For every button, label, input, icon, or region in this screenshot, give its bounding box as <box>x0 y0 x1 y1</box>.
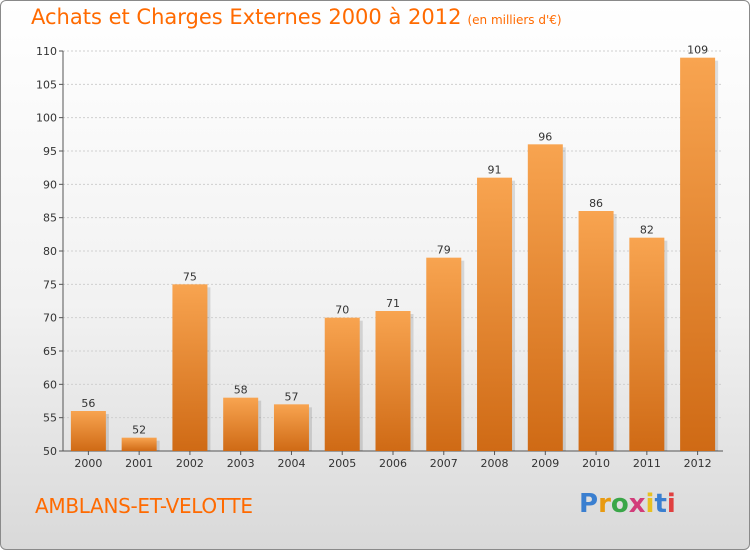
x-tick-label: 2005 <box>328 457 356 470</box>
y-tick-label: 50 <box>43 445 57 458</box>
bar <box>273 404 309 451</box>
bar-value-label: 96 <box>538 130 552 143</box>
bar-value-label: 56 <box>81 397 95 410</box>
bar <box>629 237 665 451</box>
bar-value-label: 71 <box>386 297 400 310</box>
x-tick-label: 2011 <box>633 457 661 470</box>
bar <box>477 177 513 451</box>
x-tick-label: 2004 <box>277 457 305 470</box>
bar-value-label: 57 <box>284 390 298 403</box>
bar-value-label: 58 <box>234 384 248 397</box>
x-tick-label: 2010 <box>582 457 610 470</box>
logo-letter: t <box>654 489 667 519</box>
y-tick-label: 105 <box>36 78 57 91</box>
bar <box>324 317 360 451</box>
y-tick-label: 80 <box>43 245 57 258</box>
bar <box>172 284 208 451</box>
y-tick-label: 100 <box>36 112 57 125</box>
logo-letter: i <box>645 489 655 519</box>
bar-value-label: 91 <box>488 164 502 177</box>
bar-value-label: 82 <box>640 224 654 237</box>
x-tick-label: 2009 <box>531 457 559 470</box>
y-tick-label: 110 <box>36 45 57 58</box>
bar <box>680 57 716 452</box>
y-tick-label: 60 <box>43 378 57 391</box>
logo-letter: x <box>628 489 646 519</box>
logo-letter: r <box>598 489 611 519</box>
bar <box>70 411 106 451</box>
logo-letter: o <box>610 489 629 519</box>
x-tick-label: 2008 <box>481 457 509 470</box>
bar <box>375 311 411 451</box>
y-tick-label: 70 <box>43 312 57 325</box>
bar <box>527 144 563 452</box>
bar <box>578 211 614 451</box>
bar-value-label: 70 <box>335 304 349 317</box>
bar <box>223 397 259 451</box>
x-tick-label: 2001 <box>125 457 153 470</box>
chart-unit: (en milliers d'€) <box>467 13 562 27</box>
x-tick-label: 2007 <box>430 457 458 470</box>
bar <box>426 257 462 451</box>
bar-value-label: 52 <box>132 424 146 437</box>
chart-title-text: Achats et Charges Externes 2000 à 2012 <box>31 5 462 29</box>
bar-value-label: 86 <box>589 197 603 210</box>
x-tick-label: 2002 <box>176 457 204 470</box>
logo-letter: P <box>579 489 599 519</box>
bar-value-label: 109 <box>687 44 708 57</box>
chart-title: Achats et Charges Externes 2000 à 2012 (e… <box>31 5 562 29</box>
proxiti-logo: Proxiti <box>579 489 676 519</box>
y-tick-label: 95 <box>43 145 57 158</box>
x-tick-label: 2000 <box>74 457 102 470</box>
y-tick-label: 85 <box>43 212 57 225</box>
logo-letter: i <box>666 489 676 519</box>
bar-value-label: 75 <box>183 270 197 283</box>
y-tick-label: 90 <box>43 178 57 191</box>
y-tick-label: 65 <box>43 345 57 358</box>
bar-value-label: 79 <box>437 244 451 257</box>
x-tick-label: 2006 <box>379 457 407 470</box>
x-tick-label: 2012 <box>684 457 712 470</box>
bar <box>121 437 157 451</box>
y-tick-label: 75 <box>43 278 57 291</box>
commune-name: AMBLANS-ET-VELOTTE <box>35 494 253 518</box>
y-tick-label: 55 <box>43 412 57 425</box>
x-tick-label: 2003 <box>227 457 255 470</box>
